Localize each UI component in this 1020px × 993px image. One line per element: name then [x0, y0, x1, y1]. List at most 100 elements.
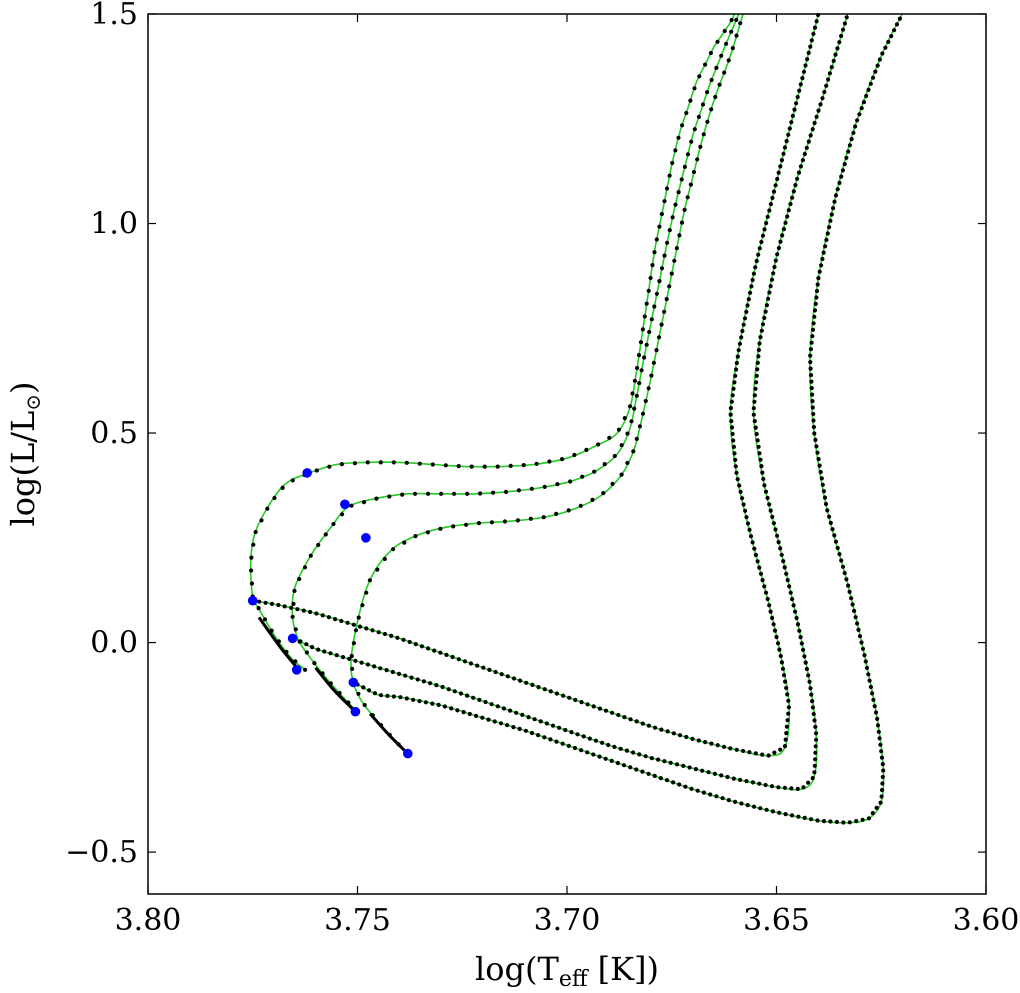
model-point — [367, 578, 372, 583]
model-point — [733, 464, 738, 469]
model-point — [378, 460, 383, 465]
model-point — [840, 27, 846, 32]
model-point — [560, 741, 565, 746]
model-point — [662, 759, 667, 764]
model-point — [739, 801, 744, 806]
model-point — [628, 404, 633, 409]
blue-markers — [247, 468, 413, 759]
model-point — [402, 540, 407, 545]
model-point — [688, 182, 694, 187]
model-point — [413, 534, 418, 539]
model-point — [618, 746, 623, 751]
model-point — [810, 392, 815, 397]
model-point — [701, 790, 707, 795]
model-point — [649, 317, 654, 322]
model-point — [840, 168, 846, 173]
model-point — [269, 628, 274, 633]
model-point — [302, 565, 308, 570]
model-point — [511, 676, 517, 681]
model-point — [347, 656, 352, 662]
model-point — [833, 539, 839, 544]
model-point — [870, 691, 875, 696]
model-point — [757, 341, 762, 346]
model-point — [783, 812, 788, 817]
model-point — [809, 386, 814, 391]
model-point — [784, 685, 789, 691]
model-point — [547, 459, 552, 464]
model-point — [776, 170, 781, 175]
model-point — [892, 28, 897, 33]
model-point — [249, 581, 254, 586]
model-point — [721, 744, 727, 749]
model-point — [871, 697, 876, 702]
model-point — [879, 749, 884, 754]
model-point — [630, 391, 635, 396]
model-point — [289, 605, 294, 610]
model-point — [442, 704, 447, 709]
model-point — [391, 460, 396, 465]
model-point — [833, 193, 839, 198]
model-point — [346, 700, 351, 705]
model-point — [835, 46, 840, 51]
model-point — [486, 717, 491, 722]
model-point — [514, 710, 519, 715]
model-point — [849, 596, 854, 601]
model-point — [621, 763, 627, 768]
model-point — [360, 603, 365, 608]
model-point — [687, 765, 692, 770]
model-point — [754, 258, 759, 264]
model-point — [773, 183, 778, 188]
model-point — [256, 606, 261, 611]
model-point — [755, 438, 760, 443]
model-point — [802, 151, 807, 157]
model-point — [741, 748, 746, 754]
model-point — [361, 500, 367, 505]
model-point — [811, 411, 816, 417]
model-point — [780, 233, 785, 238]
model-point — [731, 776, 736, 781]
model-point — [407, 639, 412, 645]
model-point — [353, 628, 359, 633]
model-point — [832, 533, 837, 538]
model-point — [590, 497, 595, 502]
model-point — [673, 148, 678, 153]
model-point — [432, 648, 437, 653]
model-point — [639, 368, 644, 373]
model-point — [803, 660, 808, 665]
model-point — [575, 732, 580, 737]
model-point — [860, 817, 865, 822]
model-point — [785, 692, 790, 697]
model-point — [776, 785, 781, 790]
model-point — [706, 770, 711, 775]
model-point — [438, 526, 443, 531]
model-point — [762, 315, 767, 320]
model-point — [755, 360, 760, 365]
model-point — [425, 530, 430, 535]
model-point — [290, 478, 295, 483]
model-point — [449, 706, 454, 711]
model-point — [875, 723, 881, 728]
model-point — [413, 642, 418, 647]
model-point — [842, 162, 847, 167]
model-point — [847, 820, 852, 825]
model-point — [766, 296, 771, 301]
model-point — [813, 744, 818, 749]
model-point — [791, 603, 796, 608]
model-point — [790, 195, 795, 200]
model-point — [404, 696, 409, 701]
model-point — [339, 618, 344, 624]
model-point — [759, 239, 764, 245]
model-point — [430, 701, 435, 706]
model-point — [674, 246, 680, 251]
model-point — [542, 687, 547, 692]
model-point — [382, 631, 387, 637]
model-point — [625, 431, 630, 436]
model-point — [795, 94, 800, 100]
model-point — [495, 704, 500, 709]
model-point — [548, 737, 553, 742]
model-point — [793, 183, 798, 188]
model-point — [835, 187, 840, 192]
model-point — [800, 158, 806, 163]
model-point — [742, 316, 748, 321]
model-point — [361, 685, 366, 690]
